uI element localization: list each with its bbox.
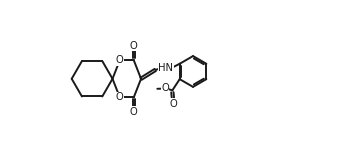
- Text: O: O: [116, 92, 124, 102]
- Text: O: O: [161, 83, 169, 93]
- Text: O: O: [169, 99, 177, 109]
- Text: HN: HN: [158, 63, 173, 73]
- Text: O: O: [130, 107, 138, 117]
- Text: O: O: [116, 55, 124, 65]
- Text: O: O: [130, 41, 138, 51]
